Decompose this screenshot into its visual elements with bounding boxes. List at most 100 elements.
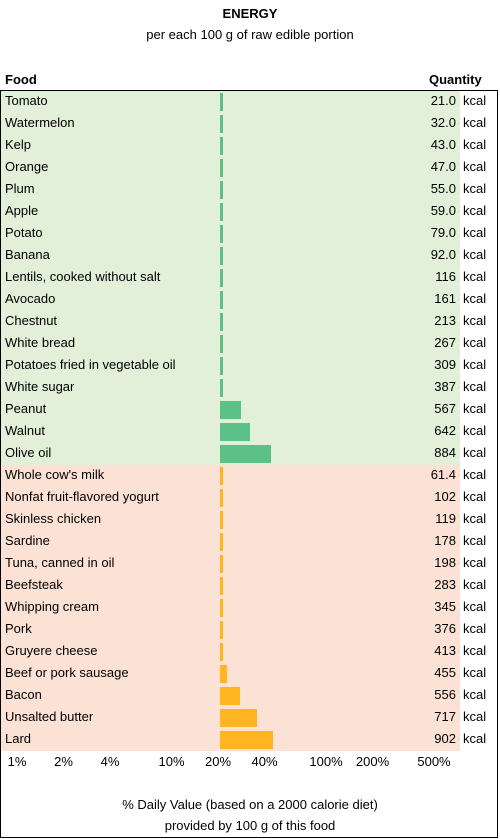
quantity-value: 21.0	[430, 93, 456, 108]
food-label: Potatoes fried in vegetable oil	[5, 357, 176, 372]
x-tick-label: 100%	[309, 754, 343, 769]
quantity-value: 32.0	[430, 115, 456, 130]
energy-bar	[220, 181, 223, 199]
x-tick-label: 500%	[417, 754, 451, 769]
unit-label: kcal	[463, 445, 487, 460]
unit-label: kcal	[463, 357, 487, 372]
quantity-value: 345	[434, 599, 456, 614]
energy-bar	[220, 555, 223, 573]
quantity-value: 387	[434, 379, 456, 394]
food-label: Plum	[5, 181, 35, 196]
energy-bar	[220, 269, 223, 287]
quantity-value: 717	[434, 709, 456, 724]
energy-bar	[220, 313, 223, 331]
energy-bar	[220, 511, 223, 529]
unit-label: kcal	[463, 423, 487, 438]
food-label: White bread	[5, 335, 76, 350]
x-tick-label: 200%	[355, 754, 390, 769]
food-label: Apple	[5, 203, 39, 218]
unit-label: kcal	[463, 203, 487, 218]
food-label: Whole cow's milk	[5, 467, 105, 482]
energy-bar	[220, 423, 250, 441]
food-label: Pork	[5, 621, 32, 636]
food-label: Bacon	[5, 687, 42, 702]
quantity-value: 567	[434, 401, 456, 416]
quantity-value: 92.0	[430, 247, 456, 262]
quantity-value: 198	[434, 555, 456, 570]
unit-label: kcal	[463, 709, 487, 724]
energy-bar	[220, 665, 227, 683]
energy-bar	[220, 93, 223, 111]
food-label: Tomato	[5, 93, 48, 108]
quantity-value: 116	[435, 269, 456, 284]
unit-label: kcal	[463, 291, 487, 306]
food-column-header: Food	[5, 72, 37, 87]
quantity-value: 102	[434, 489, 456, 504]
quantity-value: 902	[434, 731, 456, 746]
quantity-value: 55.0	[430, 181, 456, 196]
unit-label: kcal	[463, 115, 487, 130]
unit-label: kcal	[463, 511, 487, 526]
unit-label: kcal	[463, 159, 487, 174]
chart-title: ENERGY	[222, 6, 278, 21]
food-label: Beefsteak	[5, 577, 63, 592]
quantity-value: 178	[434, 533, 456, 548]
unit-label: kcal	[463, 379, 487, 394]
energy-bar	[220, 533, 223, 551]
quantity-value: 47.0	[430, 159, 456, 174]
food-label: Peanut	[5, 401, 47, 416]
food-label: Potato	[5, 225, 43, 240]
energy-bar	[220, 401, 242, 419]
food-label: Banana	[5, 247, 50, 262]
food-label: Nonfat fruit-flavored yogurt	[5, 489, 159, 504]
unit-label: kcal	[463, 577, 487, 592]
food-label: Skinless chicken	[5, 511, 102, 526]
quantity-column-header: Quantity	[429, 72, 482, 87]
food-label: Unsalted butter	[5, 709, 94, 724]
quantity-value: 283	[434, 577, 456, 592]
quantity-value: 556	[434, 687, 456, 702]
food-label: Walnut	[5, 423, 45, 438]
unit-label: kcal	[463, 489, 487, 504]
food-label: Lard	[5, 731, 32, 746]
energy-bar	[220, 445, 272, 463]
food-label: Lentils, cooked without salt	[5, 269, 161, 284]
food-label: Orange	[5, 159, 49, 174]
quantity-value: 79.0	[430, 225, 456, 240]
food-label: Sardine	[5, 533, 50, 548]
quantity-value: 119	[435, 511, 456, 526]
energy-bar	[220, 599, 223, 617]
x-tick-label: 20%	[204, 754, 232, 769]
unit-label: kcal	[463, 643, 487, 658]
unit-label: kcal	[463, 401, 487, 416]
energy-bar	[220, 709, 258, 727]
energy-bar	[220, 643, 223, 661]
unit-label: kcal	[463, 335, 487, 350]
x-axis-label: % Daily Value (based on a 2000 calorie d…	[122, 797, 378, 812]
food-label: White sugar	[5, 379, 75, 394]
unit-label: kcal	[463, 269, 487, 284]
energy-bar	[220, 291, 223, 309]
x-tick-label: 1%	[7, 754, 27, 769]
energy-bar	[220, 159, 223, 177]
food-label: Watermelon	[5, 115, 75, 130]
unit-label: kcal	[463, 313, 487, 328]
x-axis-label-line2: provided by 100 g of this food	[164, 818, 336, 833]
food-label: Avocado	[5, 291, 56, 306]
quantity-value: 376	[434, 621, 456, 636]
quantity-value: 213	[434, 313, 456, 328]
x-tick-label: 4%	[100, 754, 120, 769]
unit-label: kcal	[463, 247, 487, 262]
energy-bar	[220, 379, 223, 397]
food-label: Tuna, canned in oil	[5, 555, 115, 570]
energy-bar	[220, 247, 223, 265]
chart-frame	[0, 90, 498, 838]
food-label: Gruyere cheese	[5, 643, 98, 658]
food-label: Whipping cream	[5, 599, 99, 614]
energy-bar	[220, 577, 223, 595]
x-tick-label: 10%	[158, 754, 185, 769]
unit-label: kcal	[463, 731, 487, 746]
quantity-value: 267	[434, 335, 456, 350]
energy-bar	[220, 731, 273, 749]
x-tick-label: 2%	[54, 754, 73, 769]
